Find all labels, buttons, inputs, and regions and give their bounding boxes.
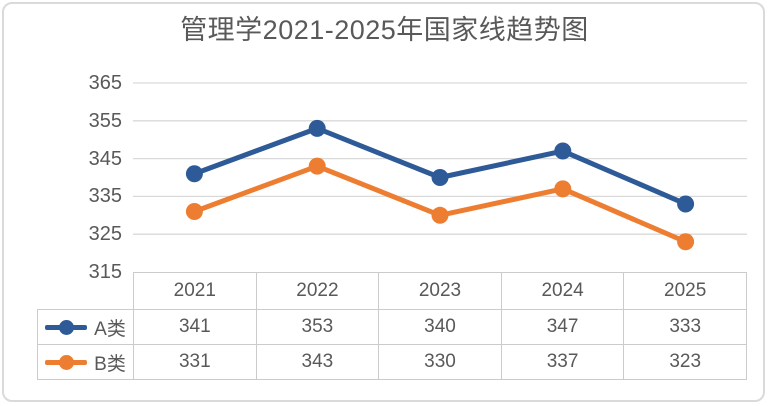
plot-area xyxy=(133,82,747,272)
legend-key-cell: A类 xyxy=(37,309,134,345)
value-cell: 340 xyxy=(378,309,502,345)
data-point-B类-2023 xyxy=(431,206,449,224)
value-cell: 341 xyxy=(133,309,257,345)
table-header-row: 2021 2022 2023 2024 2025 xyxy=(38,272,747,310)
data-point-A类-2023 xyxy=(431,169,449,186)
year-header-cell: 2021 xyxy=(133,272,257,310)
legend-key-cell: B类 xyxy=(37,344,134,380)
data-point-B类-2021 xyxy=(185,203,203,221)
year-header-cell: 2024 xyxy=(500,272,625,310)
data-point-B类-2024 xyxy=(554,180,572,198)
value-cell: 347 xyxy=(500,309,625,345)
value-cell: 353 xyxy=(255,309,380,345)
series-line-A类 xyxy=(191,125,689,207)
data-point-A类-2024 xyxy=(554,142,572,160)
value-cell: 331 xyxy=(133,344,257,380)
series-a-label: A类 xyxy=(94,318,126,340)
table-row-series-b: B类 331 343 330 337 323 xyxy=(37,344,747,380)
year-header-cell: 2022 xyxy=(255,272,380,310)
y-axis-tick-label: 335 xyxy=(88,185,122,207)
y-axis-tick-label: 315 xyxy=(88,261,122,283)
value-cell: 343 xyxy=(255,344,380,380)
data-point-A类-2025 xyxy=(677,195,695,213)
data-point-B类-2022 xyxy=(308,157,326,175)
y-axis-tick-label: 325 xyxy=(88,223,122,245)
series-b-line-icon xyxy=(45,354,88,370)
y-axis-tick-label: 345 xyxy=(88,148,122,170)
value-cell: 333 xyxy=(623,309,747,345)
series-b-marker-icon xyxy=(58,354,74,370)
year-header-cell: 2025 xyxy=(623,272,747,310)
chart-title: 管理学2021-2025年国家线趋势图 xyxy=(180,15,589,45)
data-point-A类-2022 xyxy=(308,119,326,137)
value-cell: 323 xyxy=(623,344,747,380)
value-cell: 337 xyxy=(500,344,625,380)
plot-svg xyxy=(133,82,747,251)
series-b-label: B类 xyxy=(94,353,126,375)
data-point-B类-2025 xyxy=(677,233,695,251)
series-a-marker-icon xyxy=(58,319,74,335)
series-a-line-icon xyxy=(45,319,88,335)
value-cell: 330 xyxy=(378,344,502,380)
table-row-series-a: A类 341 353 340 347 333 xyxy=(37,309,747,345)
data-point-A类-2021 xyxy=(185,165,203,183)
table-corner-cell xyxy=(38,273,134,310)
y-axis-tick-label: 355 xyxy=(88,110,122,132)
data-table: 2021 2022 2023 2024 2025 A类 341 353 340 … xyxy=(37,272,747,380)
y-axis-tick-label: 365 xyxy=(88,72,122,94)
year-header-cell: 2023 xyxy=(378,272,502,310)
